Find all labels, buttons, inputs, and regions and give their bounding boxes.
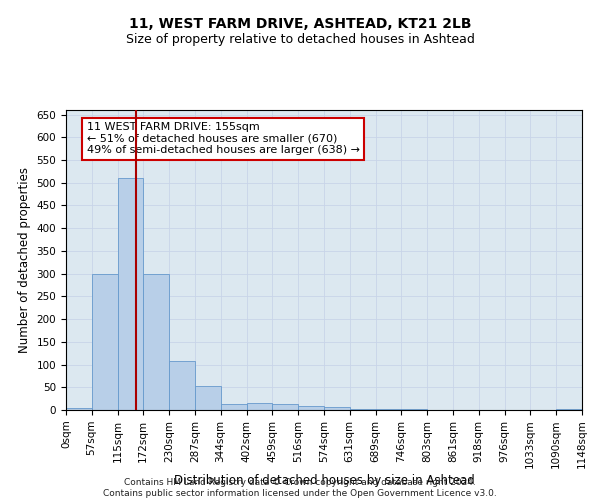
Bar: [298, 406, 324, 410]
Bar: [324, 407, 350, 410]
Text: 11 WEST FARM DRIVE: 155sqm
← 51% of detached houses are smaller (670)
49% of sem: 11 WEST FARM DRIVE: 155sqm ← 51% of deta…: [86, 122, 359, 155]
X-axis label: Distribution of detached houses by size in Ashtead: Distribution of detached houses by size …: [173, 474, 475, 487]
Bar: [66, 408, 92, 410]
Bar: [169, 362, 195, 410]
Bar: [195, 386, 221, 410]
Bar: [556, 409, 582, 410]
Bar: [272, 404, 298, 410]
Y-axis label: Number of detached properties: Number of detached properties: [18, 167, 31, 353]
Bar: [247, 403, 272, 410]
Bar: [401, 409, 427, 410]
Bar: [350, 408, 376, 410]
Bar: [221, 404, 247, 410]
Text: 11, WEST FARM DRIVE, ASHTEAD, KT21 2LB: 11, WEST FARM DRIVE, ASHTEAD, KT21 2LB: [129, 18, 471, 32]
Text: Size of property relative to detached houses in Ashtead: Size of property relative to detached ho…: [125, 32, 475, 46]
Bar: [143, 274, 169, 410]
Bar: [376, 409, 401, 410]
Text: Contains HM Land Registry data © Crown copyright and database right 2024.
Contai: Contains HM Land Registry data © Crown c…: [103, 478, 497, 498]
Bar: [118, 178, 143, 410]
Bar: [92, 274, 118, 410]
